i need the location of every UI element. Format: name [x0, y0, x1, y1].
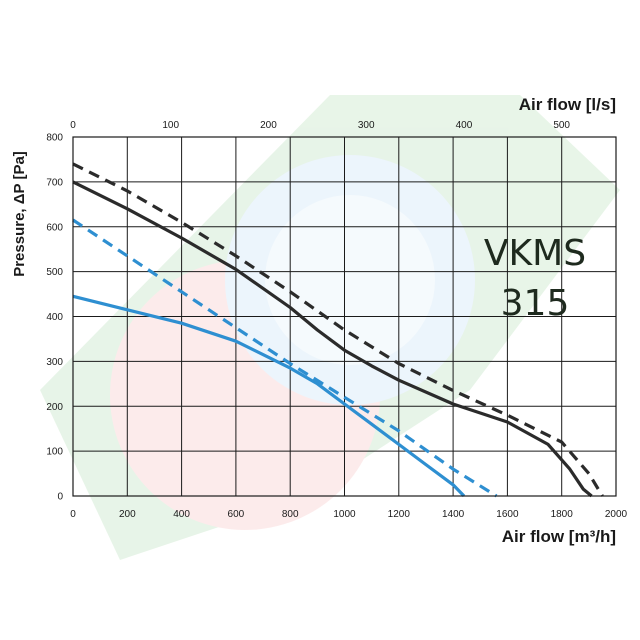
x-tick-labels: 0 200 400 600 800 1000 1200 1400 1600 1800 2000 — [70, 509, 627, 520]
x-tick-label: 800 — [282, 509, 299, 520]
y-tick-label: 100 — [46, 447, 63, 458]
x-tick-label: 400 — [173, 509, 190, 520]
model-label-line2: 315 — [501, 283, 570, 324]
x2-tick-label: 300 — [358, 120, 375, 131]
x-tick-label: 1400 — [442, 509, 465, 520]
x2-tick-label: 200 — [260, 120, 277, 131]
series-line-3-solid — [72, 294, 466, 498]
x2-tick-label: 0 — [70, 120, 76, 131]
x2-tick-label: 500 — [553, 120, 570, 131]
y-tick-label: 800 — [46, 133, 63, 144]
model-label-line1: VKMS — [484, 233, 586, 274]
x-tick-label: 1800 — [551, 509, 574, 520]
x2-tick-labels: 0 100 200 300 400 500 — [70, 120, 570, 131]
x-tick-label: 1600 — [496, 509, 519, 520]
x-tick-label: 200 — [119, 509, 136, 520]
y-tick-label: 200 — [46, 402, 63, 413]
y-tick-label: 500 — [46, 267, 63, 278]
series-line-1-solid — [72, 180, 593, 498]
y-axis-title: Pressure, ΔP [Pa] — [11, 151, 28, 277]
series-line-0-dashed — [72, 162, 604, 497]
series-layer — [72, 162, 604, 498]
y-tick-labels: 0 100 200 300 400 500 600 700 800 — [46, 133, 63, 503]
x-axis-title: Air flow [m³/h] — [502, 527, 616, 546]
y-tick-label: 400 — [46, 312, 63, 323]
y-tick-label: 600 — [46, 222, 63, 233]
y-tick-label: 700 — [46, 177, 63, 188]
x2-tick-label: 400 — [456, 120, 473, 131]
series-line-2-dashed — [72, 218, 498, 498]
x-tick-label: 0 — [70, 509, 76, 520]
plot-frame — [72, 136, 617, 497]
x-tick-label: 600 — [228, 509, 245, 520]
x-tick-label: 1000 — [333, 509, 356, 520]
y-tick-label: 300 — [46, 357, 63, 368]
x2-axis-title: Air flow [l/s] — [519, 95, 616, 114]
x-tick-label: 1200 — [388, 509, 411, 520]
x2-tick-label: 100 — [162, 120, 179, 131]
x-tick-label: 2000 — [605, 509, 628, 520]
y-tick-label: 0 — [57, 492, 63, 503]
